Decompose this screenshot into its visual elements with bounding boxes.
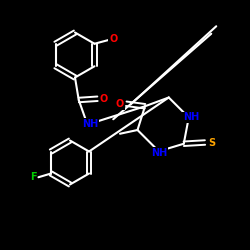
Text: NH: NH bbox=[82, 119, 98, 129]
Text: NH: NH bbox=[150, 148, 167, 158]
Text: O: O bbox=[109, 34, 117, 44]
Text: O: O bbox=[100, 94, 108, 104]
Text: F: F bbox=[30, 172, 36, 182]
Text: NH: NH bbox=[183, 112, 200, 122]
Text: S: S bbox=[208, 138, 216, 147]
Text: O: O bbox=[116, 99, 124, 109]
